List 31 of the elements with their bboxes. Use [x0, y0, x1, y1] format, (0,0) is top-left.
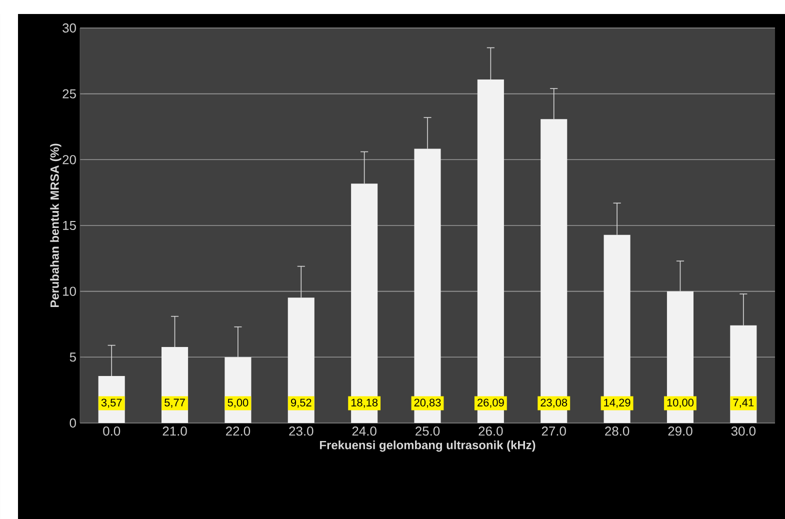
y-tick-label: 30 — [62, 23, 76, 33]
data-label: 10,00 — [667, 398, 694, 408]
x-tick-label: 21.0 — [162, 426, 187, 436]
y-tick-label: 5 — [70, 352, 76, 362]
data-label: 14,29 — [604, 398, 630, 408]
y-tick-label: 15 — [63, 220, 76, 230]
data-label: 20,83 — [414, 398, 441, 408]
x-tick-label: 23.0 — [289, 426, 314, 436]
x-tick-label: 24.0 — [352, 426, 376, 436]
data-label: 5,00 — [228, 398, 248, 408]
y-tick-label: 0 — [70, 418, 76, 428]
x-tick-label: 26.0 — [478, 426, 503, 436]
y-tick-label: 10 — [63, 286, 76, 296]
x-tick-label: 27.0 — [542, 426, 566, 436]
data-label: 3,57 — [101, 398, 122, 408]
x-tick-label: 25.0 — [416, 426, 440, 436]
data-label: 7,41 — [733, 398, 754, 408]
x-tick-label: 30.0 — [731, 426, 756, 436]
y-tick-label: 25 — [62, 89, 76, 98]
x-tick-label: 22.0 — [226, 426, 250, 436]
data-label: 26,09 — [478, 398, 504, 408]
data-label: 9,52 — [290, 398, 312, 408]
y-tick-label: 20 — [62, 155, 76, 164]
x-tick-label: 28.0 — [605, 426, 630, 436]
x-axis-title: Frekuensi gelombang ultrasonik (kHz) — [320, 440, 536, 452]
x-tick-label: 29.0 — [668, 426, 692, 436]
x-tick-label: 0.0 — [103, 426, 120, 436]
data-label: 23,08 — [540, 398, 568, 408]
data-label: 18,18 — [351, 398, 378, 408]
data-label: 5,77 — [164, 398, 185, 408]
y-axis-title: Perubahan bentuk MRSA (%) — [50, 144, 62, 308]
